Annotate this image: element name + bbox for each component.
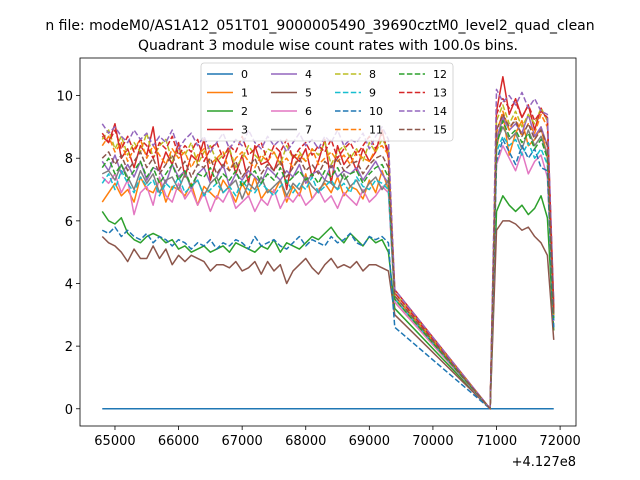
y-tick-label: 0 (65, 403, 73, 418)
ticks-layer: 65000 66000 67000 68000 69000 70000 71000 72000… (56, 90, 580, 449)
y-tick-label: 6 (65, 215, 73, 230)
legend-label-1: 1 (241, 87, 248, 100)
legend-label-7: 7 (305, 124, 312, 137)
x-tick-label: 66000 (158, 434, 199, 449)
legend-label-2: 2 (241, 105, 248, 118)
x-tick-label: 70000 (412, 434, 453, 449)
legend-label-13: 13 (433, 87, 447, 100)
x-tick-label: 67000 (221, 434, 262, 449)
x-tick-label: 71000 (476, 434, 517, 449)
x-tick-label: 69000 (349, 434, 390, 449)
legend-label-10: 10 (369, 105, 383, 118)
legend-label-9: 9 (369, 87, 376, 100)
legend-frame (200, 62, 454, 142)
series-line-15 (101, 113, 555, 410)
chart-title: Quadrant 3 module wise count rates with … (138, 38, 518, 54)
legend-label-4: 4 (305, 68, 312, 81)
plot-frame (79, 57, 577, 427)
legend-label-0: 0 (241, 68, 248, 81)
legend-label-6: 6 (305, 105, 312, 118)
x-tick-label: 65000 (94, 434, 135, 449)
axes-layer (79, 57, 577, 427)
series-line-11 (101, 110, 555, 410)
legend-label-8: 8 (369, 68, 376, 81)
series-line-14 (101, 88, 555, 410)
y-tick-label: 10 (56, 90, 73, 105)
series-layer (101, 76, 555, 410)
legend-label-3: 3 (241, 124, 248, 137)
x-tick-label: 72000 (539, 434, 580, 449)
y-tick-label: 4 (65, 277, 73, 292)
legend-label-12: 12 (433, 68, 447, 81)
legend-label-15: 15 (433, 124, 447, 137)
legend-label-5: 5 (305, 87, 312, 100)
legend-label-11: 11 (369, 124, 383, 137)
series-line-5 (101, 220, 555, 410)
figure-suptitle: n file: modeM0/AS1A12_051T01_9000005490_… (45, 18, 594, 34)
y-tick-label: 2 (65, 340, 73, 355)
legend-label-14: 14 (433, 105, 447, 118)
x-tick-label: 68000 (285, 434, 326, 449)
x-offset-label: +4.127e8 (512, 455, 576, 470)
y-tick-label: 8 (65, 152, 73, 167)
